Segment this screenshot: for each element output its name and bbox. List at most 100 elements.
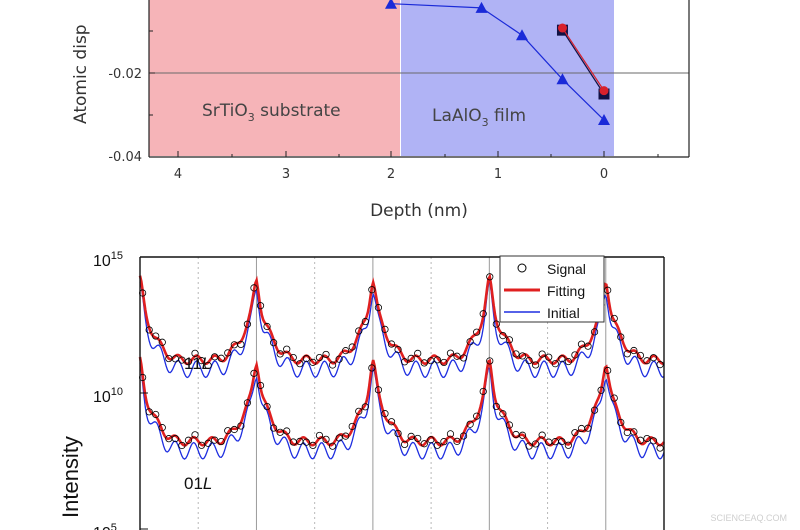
film-label: LaAlO3 film — [432, 106, 526, 129]
signal-point — [479, 387, 487, 396]
signal-point — [532, 440, 540, 448]
signal-point — [335, 355, 343, 363]
signal-point — [558, 355, 566, 363]
signal-point — [617, 418, 625, 427]
signal-point — [649, 437, 658, 445]
signal-point — [656, 361, 664, 369]
signal-point — [309, 358, 317, 366]
signal-point — [381, 325, 389, 333]
signal-point — [414, 434, 422, 443]
signal-point — [401, 358, 409, 366]
signal-point — [636, 351, 645, 360]
bottom-y-axis-label: Intensity — [58, 436, 83, 518]
signal-point — [466, 420, 474, 428]
signal-point — [237, 340, 245, 349]
signal-point — [178, 441, 186, 450]
signal-point — [643, 434, 651, 443]
signal-point — [499, 410, 507, 418]
substrate-label: SrTiO3 substrate — [202, 101, 341, 124]
top-y-axis-label: Atomic disp — [71, 24, 91, 124]
signal-point — [184, 358, 193, 366]
signal-point — [505, 421, 514, 429]
signal-point — [387, 340, 396, 348]
signal-point — [440, 438, 448, 446]
curve-label-01L: 01L — [184, 474, 212, 493]
signal-point — [446, 349, 455, 357]
signal-point — [171, 434, 179, 443]
signal-point — [263, 322, 271, 331]
signal-point — [387, 418, 396, 426]
signal-point — [361, 403, 369, 411]
signal-point — [420, 359, 428, 367]
signal-point — [381, 410, 389, 418]
signal-point — [328, 361, 337, 369]
signal-point — [453, 352, 461, 360]
signal-point — [623, 350, 631, 358]
signal-point — [204, 439, 212, 447]
signal-point — [590, 328, 599, 336]
signal-point — [564, 441, 572, 449]
signal-point — [407, 354, 415, 363]
signal-point — [394, 429, 402, 438]
signal-point — [289, 353, 297, 362]
signal-point — [414, 349, 422, 357]
top-xticks — [177, 151, 659, 157]
data-point-triangle — [475, 1, 488, 13]
signal-point — [230, 425, 238, 434]
top-xtick-label: 0 — [600, 167, 608, 182]
top-series-layer — [385, 0, 610, 126]
signal-point — [473, 328, 481, 336]
signal-point — [217, 354, 225, 362]
signal-point — [355, 407, 363, 415]
top-chart: -0.02 -0.04 4 3 2 1 0 Depth (nm) Atomic … — [71, 0, 690, 221]
signal-point — [643, 357, 651, 365]
signal-point — [571, 429, 579, 437]
signal-point — [184, 436, 193, 444]
signal-point — [211, 436, 219, 444]
signal-point — [342, 432, 350, 440]
signal-point — [446, 430, 455, 438]
film-region — [401, 0, 614, 156]
signal-point — [322, 435, 330, 443]
signal-point — [283, 427, 291, 435]
data-point-triangle — [598, 114, 610, 126]
signal-point — [335, 434, 343, 442]
signal-point — [296, 360, 304, 368]
signal-point — [342, 347, 350, 355]
signal-point — [577, 340, 586, 348]
top-xtick-label: 4 — [174, 167, 182, 182]
signal-point — [466, 338, 474, 346]
signal-point — [610, 394, 618, 402]
signal-point — [243, 320, 252, 328]
signal-point — [178, 356, 186, 364]
signal-point — [374, 304, 383, 312]
signal-point — [158, 424, 166, 432]
bottom-chart: 1015 1010 105 Intensity 11L 01L Signal F… — [58, 250, 666, 530]
signal-point — [204, 361, 212, 370]
top-x-axis-label: Depth (nm) — [370, 201, 468, 221]
signal-point — [525, 356, 533, 365]
substrate-region — [149, 0, 400, 156]
signal-point — [217, 437, 225, 446]
signal-point — [368, 286, 376, 294]
signal-point — [315, 431, 324, 440]
signal-point — [584, 424, 592, 432]
top-xtick-label: 1 — [494, 167, 502, 182]
signal-point — [302, 354, 310, 363]
series-line-circle — [561, 27, 605, 91]
signal-point — [459, 354, 468, 362]
signal-point — [256, 381, 265, 390]
bottom-ytick-label: 1015 — [93, 250, 123, 270]
bottom-ytick-label: 105 — [93, 522, 117, 530]
signal-point — [499, 332, 507, 340]
signal-point — [361, 317, 369, 326]
signal-point — [407, 432, 415, 441]
signal-point — [492, 402, 500, 411]
data-point-circle — [599, 86, 609, 96]
signal-point — [433, 356, 441, 364]
signal-point — [276, 350, 284, 358]
signal-point — [191, 431, 199, 439]
curve-label-11L: 11L — [184, 354, 211, 373]
signal-point — [243, 399, 252, 407]
